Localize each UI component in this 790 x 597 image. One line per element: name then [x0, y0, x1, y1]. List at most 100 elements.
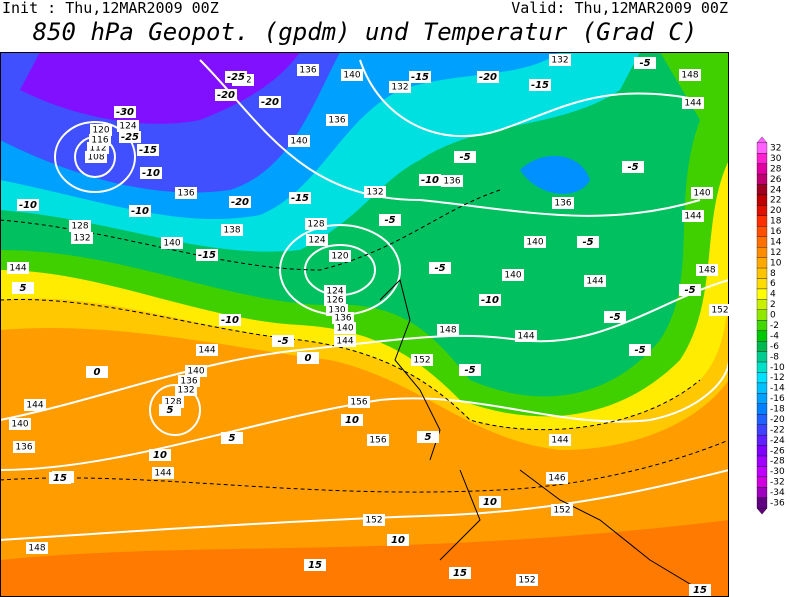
colorbar-box — [756, 278, 768, 290]
temperature-label-bg — [221, 432, 243, 444]
temperature-label-bg — [304, 559, 326, 571]
temperature-label-bg — [341, 414, 363, 426]
geopotential-label: 152 — [711, 306, 728, 316]
colorbar-box — [756, 142, 768, 154]
geopotential-label: 128 — [164, 398, 181, 408]
geopotential-label: 140 — [336, 324, 353, 334]
temperature-label: -5 — [639, 58, 650, 69]
geopotential-label: 144 — [551, 436, 568, 446]
geopotential-label-bg — [441, 175, 463, 187]
temperature-label: -5 — [384, 215, 395, 226]
valid-label: Valid: Thu,12MAR2009 00Z — [511, 0, 728, 17]
geopotential-label: 140 — [693, 189, 710, 199]
temperature-label: 15 — [53, 473, 67, 484]
colorbar-label: 28 — [770, 164, 782, 174]
temperature-label-bg — [634, 57, 656, 69]
geopotential-label: 140 — [290, 137, 307, 147]
temperature-label-bg — [86, 366, 108, 378]
temperature-label-bg — [140, 167, 162, 179]
temperature-label-bg — [529, 79, 551, 91]
geopotential-label: 146 — [548, 474, 565, 484]
temperature-label-bg — [272, 335, 294, 347]
temperature-label-bg — [387, 534, 409, 546]
temperature-label: -25 — [227, 72, 245, 83]
geopotential-label: 140 — [163, 239, 180, 249]
colorbar-arrow — [756, 508, 768, 515]
geopotential-label: 144 — [154, 469, 171, 479]
temperature-label: -10 — [221, 315, 239, 326]
geopotential-label: 124 — [308, 236, 325, 246]
colorbar-label: -20 — [770, 415, 785, 425]
temperature-label: -10 — [142, 168, 160, 179]
colorbar-label: 18 — [770, 217, 782, 227]
geopotential-label-bg — [524, 236, 546, 248]
temperature-label: -20 — [217, 90, 235, 101]
colorbar-label: 20 — [770, 206, 782, 216]
colorbar-box — [756, 257, 768, 269]
geopotential-label-bg — [696, 264, 718, 276]
temperature-label-bg — [479, 496, 501, 508]
temperature-label-bg — [149, 449, 171, 461]
temperature-label: 15 — [453, 568, 467, 579]
temperature-label-bg — [215, 89, 237, 101]
geopotential-label: 148 — [681, 71, 698, 81]
temperature-label: -10 — [131, 206, 149, 217]
map-field — [0, 52, 729, 597]
temperature-label-bg — [137, 144, 159, 156]
colorbar-box — [756, 288, 768, 300]
temperature-label-bg — [17, 199, 39, 211]
geopotential-label: 124 — [326, 287, 343, 297]
geopotential-label: 144 — [9, 264, 26, 274]
geopotential-label-bg — [334, 335, 356, 347]
geopotential-label: 140 — [526, 238, 543, 248]
temperature-label-bg — [449, 567, 471, 579]
temperature-label: 15 — [693, 585, 707, 596]
colorbar-box — [756, 424, 768, 436]
geopotential-label: 152 — [553, 506, 570, 516]
colorbar-box — [756, 184, 768, 196]
colorbar-label: -26 — [770, 446, 785, 456]
temperature-label: -10 — [481, 295, 499, 306]
geopotential-label-bg — [367, 434, 389, 446]
temperature-label: 10 — [345, 415, 359, 426]
temperature-label: -20 — [479, 72, 497, 83]
temperature-label: -5 — [277, 336, 288, 347]
geopotential-label: 132 — [551, 56, 568, 66]
colorbar-box — [756, 372, 768, 384]
colorbar-box — [756, 309, 768, 321]
temperature-label: -10 — [421, 175, 439, 186]
temperature-label: -30 — [116, 107, 134, 118]
colorbar-box — [756, 163, 768, 175]
colorbar-label: -12 — [770, 373, 785, 383]
temperature-label: 5 — [229, 433, 236, 444]
temperature-label: 5 — [20, 283, 27, 294]
geopotential-label: 136 — [299, 66, 316, 76]
colorbar-label: -34 — [770, 488, 785, 498]
colorbar-box — [756, 247, 768, 258]
temperature-label-bg — [119, 131, 141, 143]
geopotential-label: 148 — [439, 326, 456, 336]
geopotential-label: 140 — [11, 420, 28, 430]
colorbar: 32302826242220181614121086420-2-4-6-8-10… — [756, 136, 785, 515]
colorbar-box — [756, 215, 768, 227]
geopotential-label-bg — [549, 54, 571, 66]
geopotential-label: 136 — [443, 177, 460, 187]
temperature-label-bg — [289, 192, 311, 204]
geopotential-label: 116 — [91, 136, 108, 146]
geopotential-label-bg — [7, 262, 29, 274]
temperature-label: -25 — [121, 132, 139, 143]
temperature-label: -5 — [627, 162, 638, 173]
temperature-label-bg — [12, 282, 34, 294]
temperature-label: 0 — [305, 353, 312, 364]
geopotential-label: 124 — [119, 122, 136, 132]
temperature-label-bg — [225, 71, 247, 83]
geopotential-label-bg — [71, 232, 93, 244]
temperature-label: -15 — [139, 145, 157, 156]
geopotential-label-bg — [516, 574, 538, 586]
geopotential-label-bg — [332, 312, 354, 324]
contour-labels: 1321361401321321481441081121161201241281… — [7, 54, 731, 596]
colorbar-box — [756, 466, 768, 478]
geopotential-label-bg — [152, 467, 174, 479]
colorbar-label: 32 — [770, 144, 781, 154]
temperature-label: 15 — [308, 560, 322, 571]
